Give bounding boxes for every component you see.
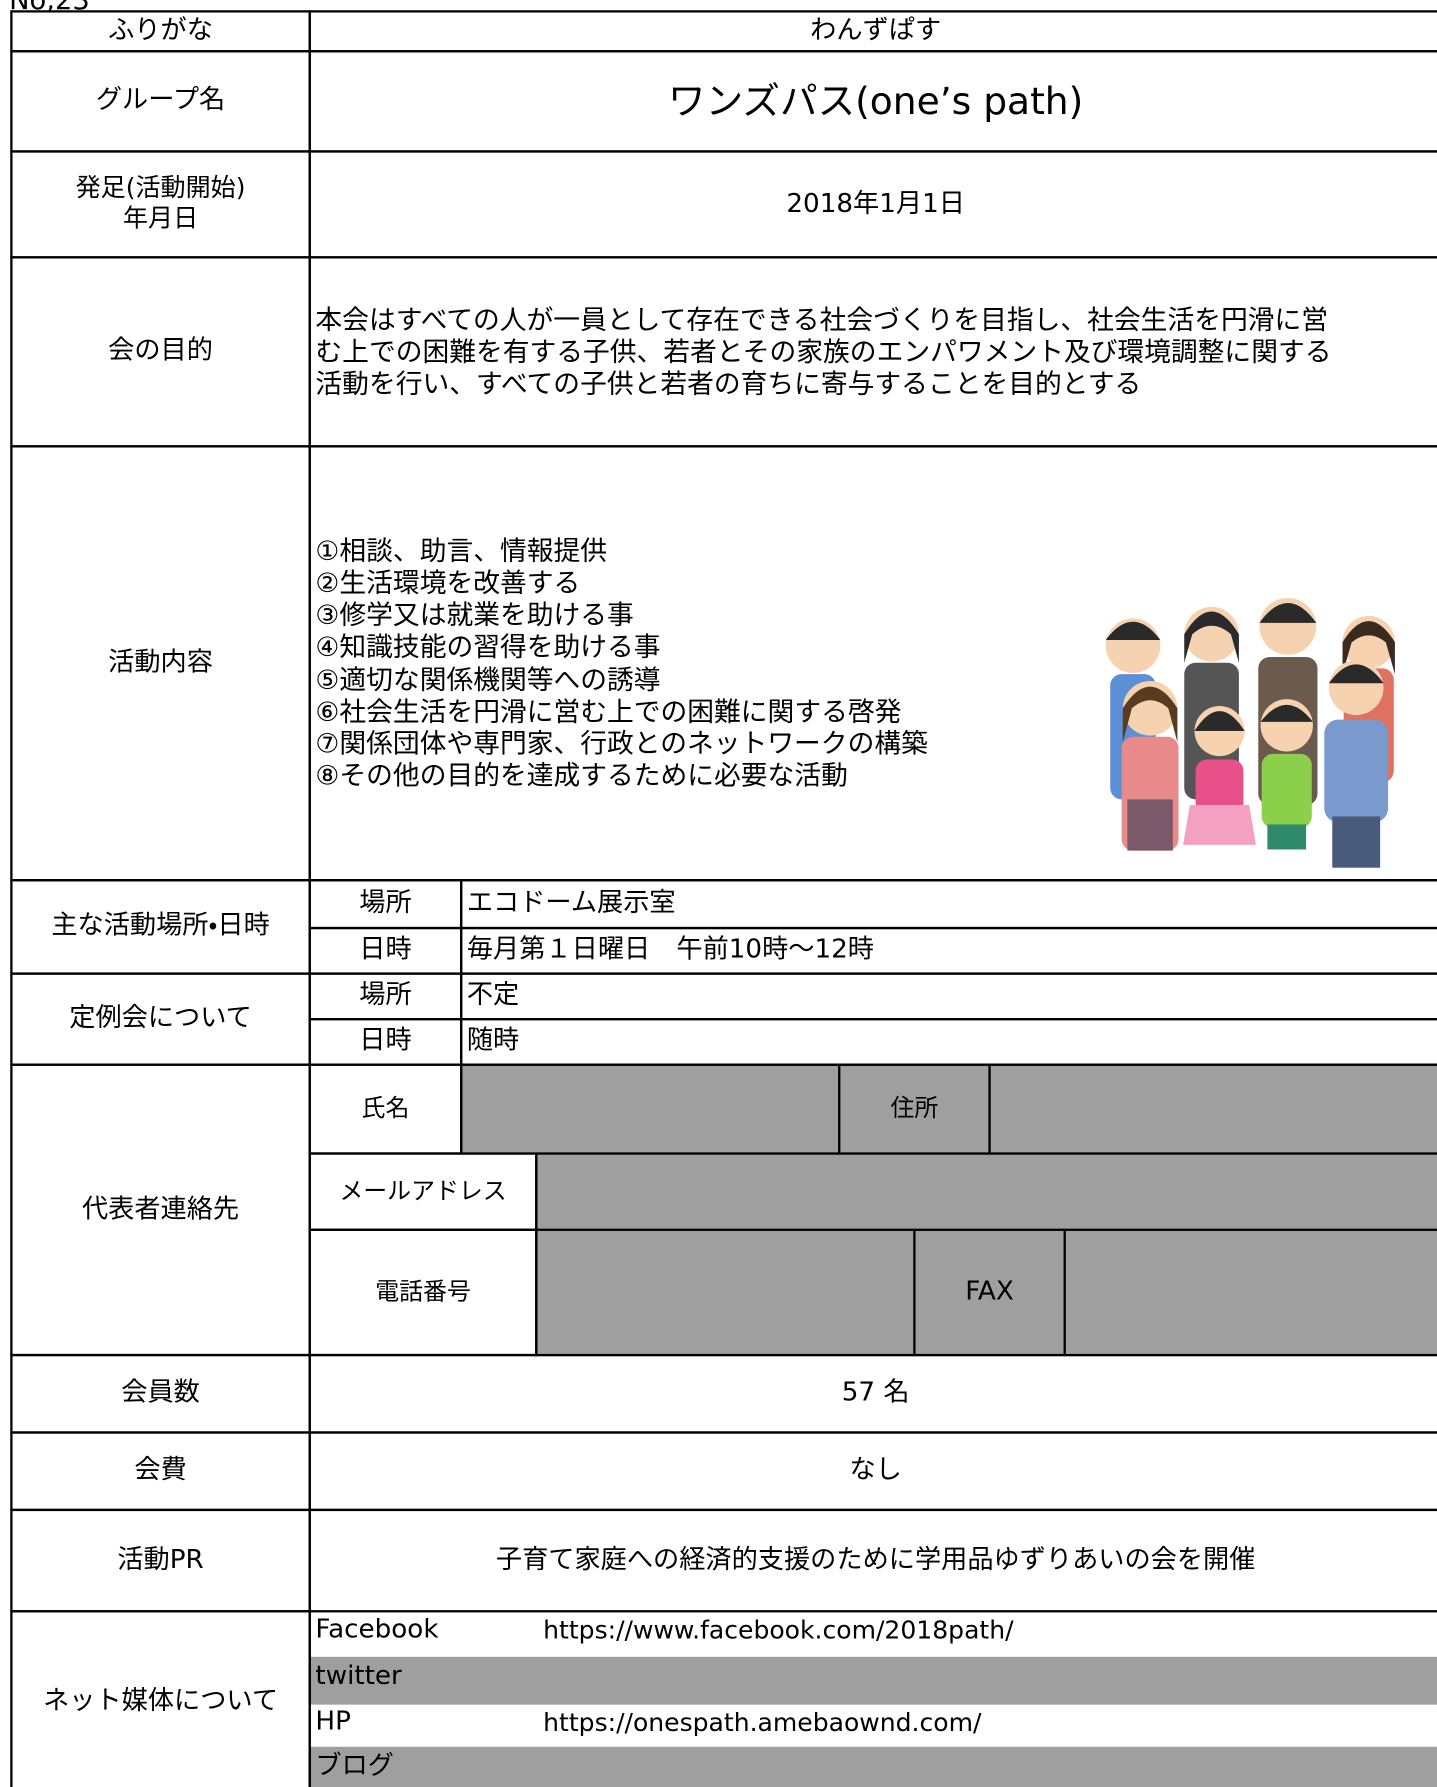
cell-text: ④知識技能の習得を助ける事: [315, 631, 661, 664]
redacted-cell: [535, 1152, 1437, 1231]
cell-text: わんずぱす: [810, 15, 942, 46]
value-cell: 本会はすべての人が一員として存在できる社会づくりを目指し、社会生活を円滑に営 む上…: [308, 256, 1437, 448]
media-row: twitter: [308, 1656, 1437, 1705]
value-cell: ワンズパス(one’s path): [308, 50, 1437, 153]
label-cell: ネット媒体について: [10, 1610, 311, 1787]
value-cell: 随時: [460, 1017, 1437, 1066]
label-cell: 活動内容: [10, 445, 311, 882]
cell-text: 会費: [134, 1455, 187, 1486]
cell-text: 場所: [359, 980, 412, 1011]
cell-text: 会の目的: [108, 336, 213, 366]
cell-text: エコドーム展示室: [466, 888, 676, 919]
label-cell: 電話番号: [308, 1228, 538, 1357]
cell-text: 代表者連絡先: [81, 1194, 240, 1224]
cell-text: 日時: [359, 935, 412, 965]
media-name: HP: [315, 1706, 351, 1737]
cell-text: 活動を行い、すべての子供と若者の育ちに寄与することを目的とする: [315, 367, 1142, 400]
label-cell: 会員数: [10, 1353, 311, 1434]
cell-text: 氏名: [361, 1094, 410, 1123]
cell-text: 住所: [890, 1094, 939, 1123]
redacted-cell: [535, 1228, 916, 1357]
cell-text: む上での困難を有する子供、若者とその家族のエンパワメント及び環境調整に関する: [315, 335, 1332, 368]
media-row: HP https://onespath.amebaownd.com/: [308, 1702, 1437, 1750]
label-cell: グループ名: [10, 50, 311, 153]
cell-text: 本会はすべての人が一員として存在できる社会づくりを目指し、社会生活を円滑に営: [315, 303, 1329, 336]
value-cell: 毎月第１日曜日 午前10時～12時: [460, 926, 1437, 975]
cell-text: グループ名: [95, 85, 226, 116]
redacted-cell: [988, 1063, 1437, 1155]
cell-text: ⑧その他の目的を達成するために必要な活動: [315, 759, 848, 792]
cell-text: ①相談、助言、情報提供: [315, 534, 608, 567]
cell-text: 主な活動場所・日時: [51, 911, 270, 941]
value-cell: なし: [308, 1431, 1437, 1512]
cell-text: ②生活環境を改善する: [315, 567, 581, 599]
value-cell: 2018年1月1日: [308, 150, 1437, 259]
cell-text: 電話番号: [375, 1278, 471, 1306]
cell-text: 57 名: [841, 1378, 910, 1408]
cell-text: 発足(活動開始): [75, 174, 246, 203]
value-cell: 不定: [460, 972, 1437, 1021]
label-cell: 場所: [308, 879, 463, 930]
label-cell: 発足(活動開始) 年月日: [10, 150, 311, 259]
people: [1105, 597, 1395, 868]
cell-text: 活動内容: [108, 647, 213, 678]
redacted-cell: [460, 1063, 841, 1155]
label-cell: ふりがな: [10, 10, 311, 53]
cell-text: 2018年1月1日: [786, 188, 965, 219]
cell-text: ⑦関係団体や専門家、行政とのネットワークの構築: [315, 727, 928, 760]
media-url: https://www.facebook.com/2018path/: [543, 1616, 1014, 1646]
label-cell: 場所: [308, 972, 463, 1021]
cell-text: 活動PR: [117, 1544, 204, 1575]
label-cell: 日時: [308, 926, 463, 975]
value-cell: わんずぱす: [308, 10, 1437, 53]
cell-text: 年月日: [122, 204, 199, 233]
label-cell: 定例会について: [10, 972, 311, 1066]
cell-text: 毎月第１日曜日 午前10時～12時: [466, 935, 875, 965]
cell-text: メールアドレス: [339, 1177, 507, 1205]
cell-text: ③修学又は就業を助ける事: [315, 599, 634, 631]
label-cell: 会の目的: [10, 256, 311, 448]
cell-text: ネット媒体について: [43, 1686, 279, 1717]
value-cell: 子育て家庭への経済的支援のために学用品ゆずりあいの会を開催: [308, 1508, 1437, 1613]
label-cell: FAX: [913, 1228, 1066, 1357]
cell-text: ワンズパス(one’s path): [668, 78, 1084, 124]
cell-text: 不定: [466, 980, 520, 1011]
value-cell: エコドーム展示室: [460, 879, 1437, 930]
cell-text: 子育て家庭への経済的支援のために学用品ゆずりあいの会を開催: [495, 1544, 1256, 1575]
media-row: ブログ: [308, 1746, 1437, 1787]
label-cell: 主な活動場所・日時: [10, 879, 311, 975]
media-name: ブログ: [315, 1751, 394, 1781]
cell-text: 随時: [466, 1026, 520, 1056]
value-cell: ①相談、助言、情報提供 ②生活環境を改善する ③修学又は就業を助ける事 ④知識技能の習…: [308, 445, 1437, 882]
media-url: https://onespath.amebaownd.com/: [543, 1709, 982, 1738]
label-cell: 会費: [10, 1431, 311, 1512]
cell-text: 定例会について: [69, 1003, 252, 1034]
label-cell: 氏名: [308, 1063, 463, 1155]
cell-text: 会員数: [121, 1378, 200, 1408]
label-cell: 活動PR: [10, 1508, 311, 1613]
cell-text: FAX: [965, 1276, 1014, 1307]
label-cell: 代表者連絡先: [10, 1063, 311, 1357]
label-cell: 住所: [838, 1063, 991, 1155]
cell-text: ⑥社会生活を円滑に営む上での困難に関する啓発: [315, 695, 902, 728]
cell-text: なし: [849, 1455, 902, 1486]
value-cell: 57 名: [308, 1353, 1437, 1434]
cell-text: 場所: [359, 888, 412, 919]
media-name: twitter: [315, 1661, 402, 1691]
illustration: [1105, 597, 1395, 868]
redacted-cell: [1063, 1228, 1437, 1357]
label-cell: 日時: [308, 1017, 463, 1066]
media-name: Facebook: [315, 1614, 439, 1645]
cell-text: ⑤適切な関係機関等への誘導: [315, 663, 661, 696]
label-cell: メールアドレス: [308, 1152, 538, 1231]
form-number: No,23: [9, 0, 90, 16]
media-row: Facebook https://www.facebook.com/2018pat…: [308, 1610, 1437, 1660]
cell-text: 日時: [359, 1026, 412, 1056]
cell-text: ふりがな: [108, 15, 213, 46]
